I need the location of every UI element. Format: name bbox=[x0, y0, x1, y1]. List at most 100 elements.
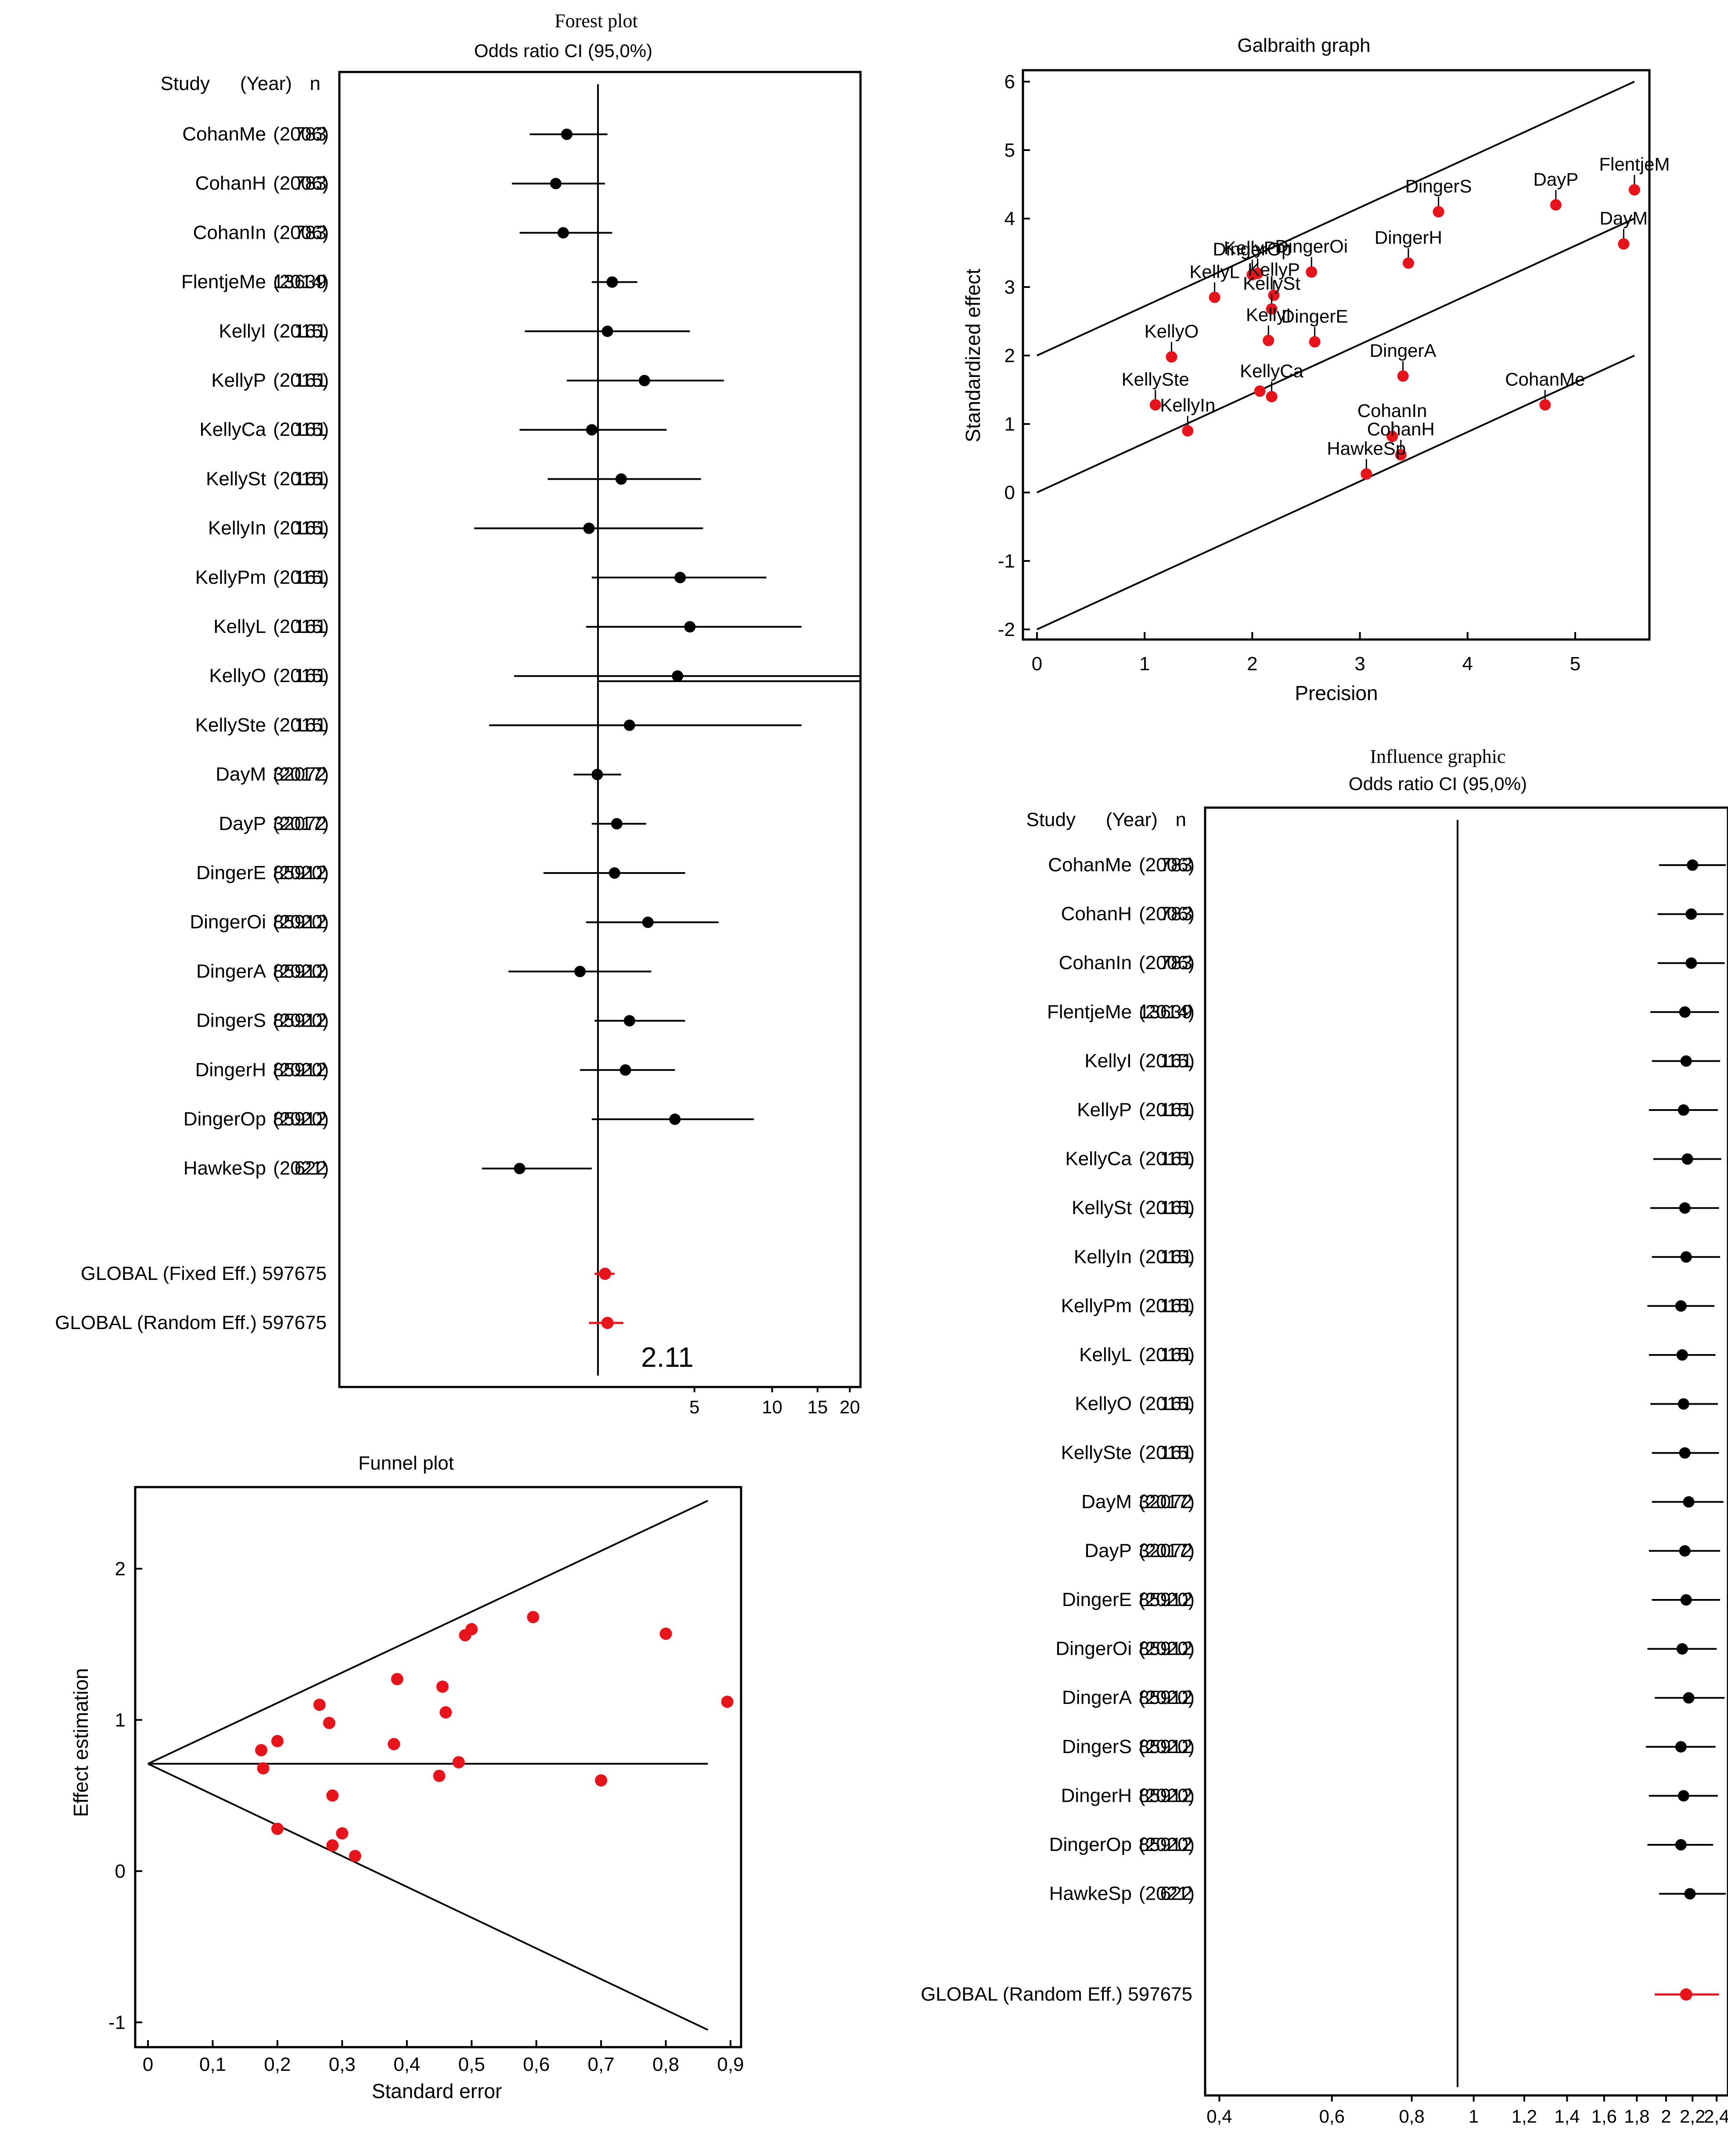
band-line bbox=[1037, 355, 1635, 630]
funnel-point bbox=[255, 1744, 268, 1757]
study-name: DingerOp bbox=[1049, 1834, 1132, 1855]
study-row: DingerOi (2020)85912 bbox=[190, 911, 719, 933]
point-marker bbox=[1306, 266, 1318, 278]
study-year: (2015) bbox=[273, 714, 329, 736]
study-n: 32072 bbox=[1139, 1540, 1192, 1561]
x-tick-label: 10 bbox=[762, 1397, 782, 1417]
study-point: HawkeSp bbox=[1327, 438, 1406, 480]
y-tick-label: 1 bbox=[1004, 413, 1015, 435]
study-name: KellyPm bbox=[1061, 1295, 1132, 1316]
study-row: CohanH (2006)783 bbox=[195, 172, 605, 194]
study-name: HawkeSp bbox=[1049, 1883, 1132, 1904]
study-year: (2020) bbox=[1139, 1834, 1195, 1855]
study-year: (2020) bbox=[1139, 1638, 1195, 1660]
study-row: KellyIn (2015)161 bbox=[1074, 1246, 1721, 1268]
point-label: KellyP bbox=[1248, 259, 1300, 280]
study-row: DayP (2017)32072 bbox=[1084, 1540, 1721, 1561]
study-name: DayP bbox=[1084, 1540, 1132, 1561]
point-label: KellyL bbox=[1189, 261, 1239, 282]
study-row: KellyPm (2015)161 bbox=[195, 567, 767, 588]
point-marker bbox=[1266, 303, 1278, 315]
x-tick-label: 0,3 bbox=[329, 2054, 356, 2075]
study-year: (2020) bbox=[273, 960, 329, 982]
study-n: 161 bbox=[295, 517, 327, 539]
funnel-lines bbox=[148, 1500, 709, 2031]
forest-plot: Forest plot Odds ratio CI (95,0%) Study … bbox=[55, 10, 862, 1417]
study-n: 13639 bbox=[273, 271, 327, 293]
point-estimate bbox=[1678, 1398, 1689, 1410]
study-name: DingerS bbox=[196, 1010, 266, 1031]
study-year: (2015) bbox=[273, 665, 329, 686]
study-year: (2020) bbox=[1139, 1589, 1195, 1610]
x-tick-label: 20 bbox=[839, 1397, 860, 1417]
influence-header-study: Study bbox=[1026, 809, 1076, 830]
point-estimate bbox=[615, 473, 627, 485]
point-label: DingerE bbox=[1282, 306, 1348, 327]
point-estimate bbox=[1687, 859, 1699, 871]
point-estimate bbox=[1675, 1839, 1687, 1851]
study-n: 161 bbox=[1160, 1393, 1192, 1415]
study-point: KellyP bbox=[1248, 259, 1300, 301]
study-n: 161 bbox=[295, 370, 327, 391]
point-estimate bbox=[574, 966, 586, 977]
study-row: KellySt (2015)161 bbox=[1072, 1197, 1719, 1218]
study-name: KellySte bbox=[195, 714, 266, 736]
study-row: DingerS (2020)85912 bbox=[1062, 1736, 1716, 1757]
study-year: (2015) bbox=[1139, 1246, 1195, 1268]
point-estimate bbox=[1676, 1643, 1688, 1655]
point-label: DingerS bbox=[1405, 176, 1472, 196]
study-name: KellyPm bbox=[195, 567, 266, 588]
forest-pooled-rows: GLOBAL (Fixed Eff.) 597675 GLOBAL (Random… bbox=[55, 1263, 623, 1333]
study-name: CohanH bbox=[195, 172, 266, 194]
study-row: KellySte (2015)161 bbox=[195, 714, 802, 736]
point-label: DingerH bbox=[1375, 227, 1442, 248]
study-row: DingerH (2020)85912 bbox=[195, 1059, 675, 1081]
study-row: CohanH (2006)783 bbox=[1061, 903, 1724, 925]
study-row: KellyCa (2015)161 bbox=[199, 419, 667, 440]
study-row: DingerA (2020)85912 bbox=[1062, 1687, 1725, 1708]
study-year: (2014) bbox=[273, 271, 329, 293]
x-tick-label: 1,6 bbox=[1591, 2106, 1617, 2127]
study-year: (2006) bbox=[273, 123, 329, 145]
study-year: (2015) bbox=[273, 517, 329, 539]
study-row: KellyI (2015)161 bbox=[219, 320, 690, 342]
study-name: KellyL bbox=[213, 616, 266, 637]
study-point: CohanIn bbox=[1357, 400, 1427, 442]
study-year: (2006) bbox=[1139, 854, 1195, 876]
galbraith-points: FlentjeMDayPDayMDingerSDingerHDingerOiDi… bbox=[1122, 154, 1670, 480]
study-name: KellySte bbox=[1061, 1442, 1132, 1463]
funnel-point bbox=[465, 1623, 478, 1635]
study-point: KellyCa bbox=[1240, 361, 1304, 402]
forest-frame bbox=[338, 71, 862, 1388]
point-estimate bbox=[608, 867, 620, 879]
study-row: HawkeSp (2021)622 bbox=[1049, 1883, 1726, 1904]
study-point: DingerA bbox=[1370, 340, 1436, 382]
point-marker bbox=[1268, 289, 1280, 301]
study-year: (2015) bbox=[273, 419, 329, 440]
y-tick-label: 3 bbox=[1004, 277, 1015, 298]
study-n: 32072 bbox=[273, 813, 327, 834]
influence-subtitle: Odds ratio CI (95,0%) bbox=[1349, 773, 1527, 794]
study-n: 85912 bbox=[273, 1010, 327, 1031]
study-year: (2015) bbox=[273, 616, 329, 637]
point-marker bbox=[1433, 206, 1444, 218]
study-point: DingerOi bbox=[1275, 236, 1348, 278]
funnel-point bbox=[257, 1762, 270, 1775]
study-year: (2014) bbox=[1139, 1001, 1195, 1023]
study-point: KellyPm bbox=[1224, 237, 1292, 279]
study-n: 622 bbox=[295, 1157, 327, 1179]
funnel-point bbox=[349, 1850, 361, 1862]
study-year: (2006) bbox=[1139, 952, 1195, 974]
funnel-point bbox=[313, 1699, 326, 1711]
study-name: DingerOi bbox=[190, 911, 266, 933]
x-tick-label: 2,4 bbox=[1704, 2106, 1728, 2127]
point-estimate bbox=[623, 719, 635, 731]
x-tick-label: 2 bbox=[1247, 653, 1257, 675]
study-n: 32072 bbox=[273, 764, 327, 785]
study-year: (2015) bbox=[1139, 1442, 1195, 1463]
point-estimate bbox=[561, 129, 573, 140]
study-point: DayM bbox=[1599, 208, 1648, 250]
study-n: 13639 bbox=[1139, 1001, 1192, 1023]
study-name: KellyO bbox=[209, 665, 266, 686]
study-n: 85912 bbox=[273, 1108, 327, 1130]
